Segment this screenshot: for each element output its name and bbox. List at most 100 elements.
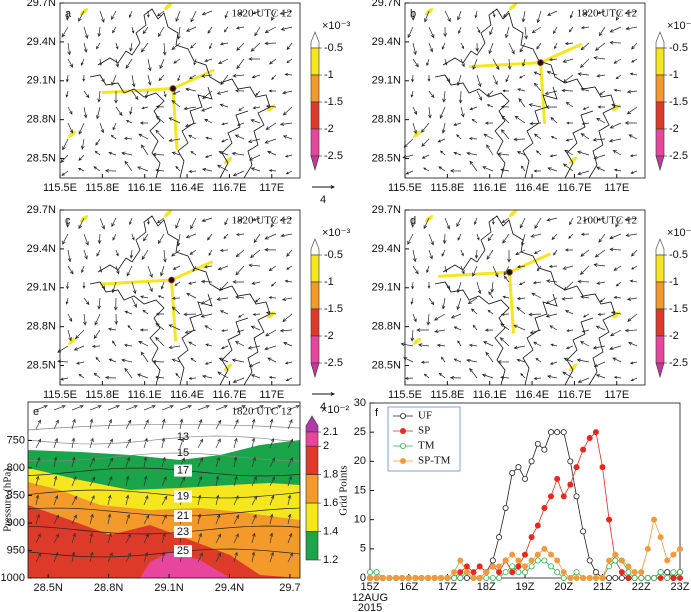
series-marker <box>496 569 503 576</box>
series-marker <box>657 569 664 576</box>
series-marker <box>664 575 671 582</box>
wind-vector <box>536 42 542 50</box>
wind-vector <box>247 138 261 143</box>
wind-vector <box>83 249 88 260</box>
wind-vector <box>67 249 72 263</box>
series-marker <box>528 534 535 541</box>
wind-vector <box>565 345 574 349</box>
wind-vector <box>232 377 245 383</box>
series-marker <box>515 464 522 471</box>
wind-vector <box>271 74 277 80</box>
wind-vector <box>179 418 184 430</box>
colorbar-tick-label: 1.2 <box>323 554 338 566</box>
wind-vector <box>484 328 494 332</box>
wind-vector <box>127 324 133 331</box>
wind-vector <box>99 74 105 83</box>
wind-vector <box>460 249 464 257</box>
wind-vector <box>204 118 213 124</box>
wind-vector <box>221 138 229 143</box>
wind-vector <box>577 170 590 176</box>
colorbar-tick-label: 1.8 <box>323 469 338 481</box>
wind-vector <box>612 149 622 156</box>
wind-vector <box>280 233 293 238</box>
y-tick-label: 29.1N <box>372 75 401 87</box>
wind-vector <box>97 26 102 38</box>
contour-line <box>27 467 301 477</box>
wind-vector <box>208 249 213 256</box>
series-marker <box>437 575 444 582</box>
series-marker <box>677 569 684 576</box>
wind-vector <box>114 90 118 104</box>
wind-vector <box>252 106 261 110</box>
wind-vector <box>428 297 435 306</box>
colorbar-tick-label: -0.5 <box>669 249 688 261</box>
wind-vector <box>469 367 478 379</box>
wind-vector <box>520 233 526 247</box>
wind-vector <box>287 438 294 449</box>
wind-vector <box>252 217 261 221</box>
wind-vector <box>269 405 282 411</box>
wind-vector <box>287 419 293 430</box>
series-marker <box>483 575 490 582</box>
wind-vector <box>71 456 76 468</box>
x-tick-label: 17Z <box>438 581 457 593</box>
wind-vector <box>552 26 558 35</box>
wind-vector <box>238 217 245 222</box>
series-marker <box>580 575 587 582</box>
series-marker <box>554 429 561 436</box>
wind-vector <box>522 58 526 67</box>
wind-vector <box>490 281 495 293</box>
wind-vector <box>89 405 102 411</box>
wind-vector <box>221 122 229 126</box>
y-tick-label: 28.5N <box>27 152 56 164</box>
wind-vector <box>163 249 167 263</box>
wind-vector <box>626 106 638 115</box>
wind-vector <box>453 326 462 331</box>
wind-vector <box>179 476 186 487</box>
wind-vector <box>443 26 447 38</box>
wind-vector <box>76 361 85 365</box>
wind-vector <box>188 169 197 173</box>
wind-vector <box>458 26 462 35</box>
wind-vector <box>439 106 446 119</box>
wind-vector <box>215 494 220 506</box>
wind-vector <box>129 42 133 52</box>
y-tick-label: 29.7N <box>27 0 56 9</box>
wind-vector <box>224 10 229 19</box>
series-marker <box>399 575 406 582</box>
wind-vector <box>107 552 113 563</box>
series-marker <box>618 557 625 564</box>
wind-vector <box>125 405 138 411</box>
series-marker <box>625 569 632 576</box>
wind-vector <box>613 168 622 172</box>
wind-vector <box>631 58 638 63</box>
series-marker <box>509 551 516 558</box>
wind-vector <box>110 134 117 140</box>
wind-vector <box>94 313 101 326</box>
streak <box>508 2 518 11</box>
wind-vector <box>530 233 542 238</box>
wind-vector <box>565 138 574 142</box>
wind-vector <box>185 233 197 239</box>
series-marker <box>625 575 632 582</box>
x-tick-label: 115.8E <box>85 389 119 401</box>
wind-vector <box>205 343 213 347</box>
series-marker <box>631 569 638 576</box>
wind-vector <box>486 90 494 97</box>
colorbar-tick-label: -1 <box>669 69 679 81</box>
wind-vector <box>569 217 574 226</box>
wind-vector <box>264 247 277 252</box>
wind-vector <box>468 136 478 141</box>
wind-vector <box>215 419 222 430</box>
wind-vector <box>152 152 165 157</box>
wind-vector <box>592 137 606 142</box>
wind-vector <box>466 358 478 363</box>
wind-vector <box>104 168 117 173</box>
wind-vector <box>221 329 229 332</box>
series-marker <box>509 469 516 476</box>
wind-vector <box>265 311 277 315</box>
series-marker <box>502 504 509 511</box>
wind-vector <box>472 324 478 331</box>
wind-vector <box>235 232 245 237</box>
wind-vector <box>460 106 465 118</box>
